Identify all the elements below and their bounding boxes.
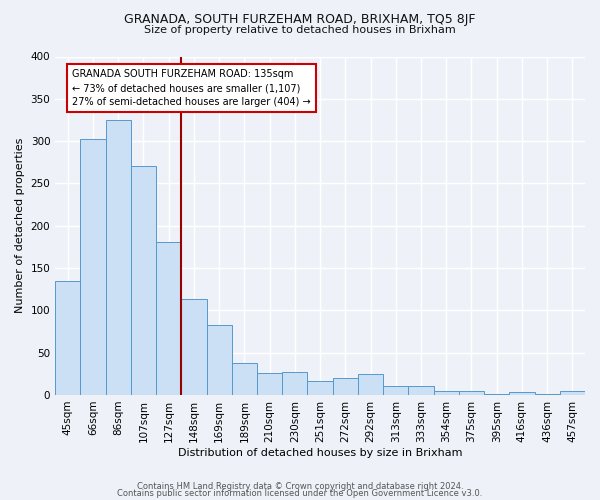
Bar bbox=[560, 390, 585, 395]
Bar bbox=[282, 372, 307, 395]
Bar bbox=[535, 394, 560, 395]
Bar bbox=[459, 390, 484, 395]
Bar bbox=[332, 378, 358, 395]
Bar bbox=[131, 166, 156, 395]
Bar bbox=[156, 242, 181, 395]
Bar bbox=[206, 324, 232, 395]
Bar bbox=[434, 390, 459, 395]
Bar bbox=[181, 300, 206, 395]
Bar bbox=[106, 120, 131, 395]
X-axis label: Distribution of detached houses by size in Brixham: Distribution of detached houses by size … bbox=[178, 448, 463, 458]
Text: Size of property relative to detached houses in Brixham: Size of property relative to detached ho… bbox=[144, 25, 456, 35]
Text: Contains HM Land Registry data © Crown copyright and database right 2024.: Contains HM Land Registry data © Crown c… bbox=[137, 482, 463, 491]
Bar bbox=[55, 280, 80, 395]
Bar bbox=[383, 386, 409, 395]
Text: GRANADA, SOUTH FURZEHAM ROAD, BRIXHAM, TQ5 8JF: GRANADA, SOUTH FURZEHAM ROAD, BRIXHAM, T… bbox=[124, 12, 476, 26]
Bar bbox=[409, 386, 434, 395]
Bar bbox=[484, 394, 509, 395]
Text: Contains public sector information licensed under the Open Government Licence v3: Contains public sector information licen… bbox=[118, 490, 482, 498]
Text: GRANADA SOUTH FURZEHAM ROAD: 135sqm
← 73% of detached houses are smaller (1,107): GRANADA SOUTH FURZEHAM ROAD: 135sqm ← 73… bbox=[73, 69, 311, 107]
Bar bbox=[509, 392, 535, 395]
Y-axis label: Number of detached properties: Number of detached properties bbox=[15, 138, 25, 314]
Bar bbox=[80, 140, 106, 395]
Bar bbox=[232, 363, 257, 395]
Bar bbox=[257, 373, 282, 395]
Bar bbox=[307, 382, 332, 395]
Bar bbox=[358, 374, 383, 395]
